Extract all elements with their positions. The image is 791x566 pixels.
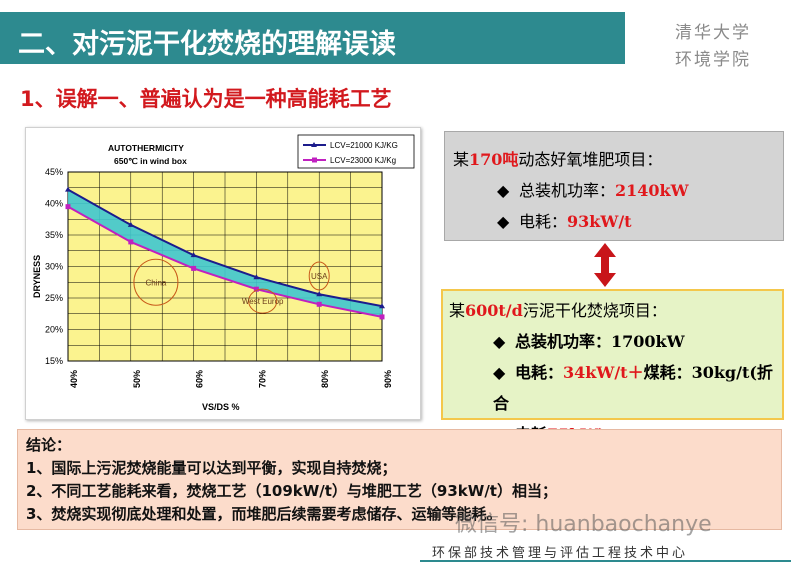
- annotation-ellipse: [133, 258, 179, 306]
- legend-marker: [312, 157, 317, 163]
- y-tick-label: 35%: [45, 230, 63, 240]
- legend-marker: [311, 142, 317, 147]
- compost-electricity-item: ◆ 电耗：93kW/t: [453, 206, 783, 237]
- tick-labels: 15% 20% 25% 30% 35% 40% 45% 40% 50% 60% 70% 80% 90%: [45, 167, 393, 388]
- chart-frame: AUTOTHERMICITY 650℃ in wind box China Wes…: [25, 127, 421, 420]
- institution-logo-text: 清华大学 环境学院: [675, 20, 751, 74]
- footer-divider: [420, 560, 791, 562]
- institution-line-2: 环境学院: [675, 50, 751, 70]
- y-axis-label: DRYNESS: [32, 255, 42, 298]
- incineration-electricity-item: ◆ 电耗：34kW/t＋煤耗：30kg/t(折合: [449, 357, 782, 419]
- series-1-point: [316, 291, 323, 297]
- incineration-project-box: 某600t/d污泥干化焚烧项目： ◆ 总装机功率：1700kW ◆ 电耗：34kW/…: [441, 289, 784, 444]
- section-subtitle: 1、误解一、普遍认为是一种高能耗工艺: [20, 87, 392, 111]
- legend: LCV=21000 KJ/KG LCV=23000 KJ/Kg: [303, 141, 398, 165]
- title-bar: 二、对污泥干化焚烧的理解误读: [0, 12, 625, 64]
- conclusion-heading: 结论：: [26, 436, 72, 454]
- compost-project-box: 某170吨动态好氧堆肥项目： ◆ 总装机功率：2140kW ◆ 电耗：93kW/t: [444, 131, 784, 241]
- series-2-point: [128, 239, 134, 245]
- annotation-group: China West Europ USA: [133, 258, 330, 314]
- compost-power-item: ◆ 总装机功率：2140kW: [453, 175, 783, 206]
- y-tick-label: 30%: [45, 262, 63, 272]
- series-2-point: [316, 301, 322, 307]
- page-title: 二、对污泥干化焚烧的理解误读: [18, 29, 396, 60]
- y-tick-label: 45%: [45, 167, 63, 177]
- series-1-point: [127, 221, 134, 227]
- x-tick-label: 60%: [195, 370, 205, 388]
- conclusion-line-3: 3、焚烧实现彻底处理和处置，而堆肥后续需要考虑储存、运输等能耗。: [26, 505, 502, 523]
- series-line-2: [67, 205, 383, 318]
- autothermicity-chart: AUTOTHERMICITY 650℃ in wind box China Wes…: [32, 134, 415, 412]
- annotation-ellipse: [308, 261, 330, 291]
- diamond-bullet-icon: ◆: [493, 332, 506, 351]
- series-group: [65, 186, 385, 320]
- x-tick-label: 50%: [132, 370, 142, 388]
- footer-organization: 环保部技术管理与评估工程技术中心: [432, 546, 689, 561]
- y-tick-label: 15%: [45, 356, 63, 366]
- series-band: [68, 189, 382, 317]
- legend-label: LCV=21000 KJ/KG: [330, 141, 398, 150]
- legend-label: LCV=23000 KJ/Kg: [330, 156, 396, 165]
- incineration-project-title: 某600t/d污泥干化焚烧项目：: [449, 301, 667, 320]
- conclusion-line-1: 1、国际上污泥焚烧能量可以达到平衡，实现自持焚烧；: [26, 459, 397, 477]
- double-arrow-icon: [594, 243, 616, 287]
- annotation-ellipse: [248, 288, 278, 314]
- institution-line-1: 清华大学: [675, 23, 751, 43]
- series-line-1: [67, 188, 383, 308]
- y-tick-label: 40%: [45, 199, 63, 209]
- x-tick-label: 90%: [383, 370, 393, 388]
- annotation-label: China: [145, 278, 166, 287]
- x-axis-label: VS/DS %: [202, 402, 240, 412]
- legend-box: [297, 134, 415, 169]
- y-tick-label: 25%: [45, 293, 63, 303]
- series-1-point: [379, 303, 385, 309]
- x-tick-label: 70%: [257, 370, 267, 388]
- series-1-point: [65, 186, 71, 192]
- x-tick-label: 40%: [69, 370, 79, 388]
- x-tick-label: 80%: [320, 370, 330, 388]
- diamond-bullet-icon: ◆: [497, 212, 510, 231]
- series-2-point: [253, 286, 259, 292]
- chart-subtitle: 650℃ in wind box: [114, 156, 187, 166]
- conclusion-box: 结论： 1、国际上污泥焚烧能量可以达到平衡，实现自持焚烧； 2、不同工艺能耗来看…: [17, 429, 782, 530]
- series-2-point: [65, 204, 71, 210]
- annotation-label: USA: [311, 272, 328, 281]
- series-1-point: [253, 274, 260, 280]
- annotation-label: West Europ: [242, 297, 284, 306]
- compost-project-title: 某170吨动态好氧堆肥项目：: [453, 150, 663, 169]
- y-tick-label: 20%: [45, 325, 63, 335]
- series-2-point: [191, 265, 197, 271]
- series-2-point: [379, 314, 385, 320]
- series-1-point: [190, 252, 197, 258]
- diamond-bullet-icon: ◆: [497, 181, 510, 200]
- chart-title: AUTOTHERMICITY: [108, 143, 184, 153]
- incineration-power-item: ◆ 总装机功率：1700kW: [449, 326, 782, 357]
- conclusion-line-2: 2、不同工艺能耗来看，焚烧工艺（109kW/t）与堆肥工艺（93kW/t）相当；: [26, 482, 557, 500]
- wechat-watermark: 微信号: huanbaochanye: [455, 512, 712, 537]
- diamond-bullet-icon: ◆: [493, 363, 506, 382]
